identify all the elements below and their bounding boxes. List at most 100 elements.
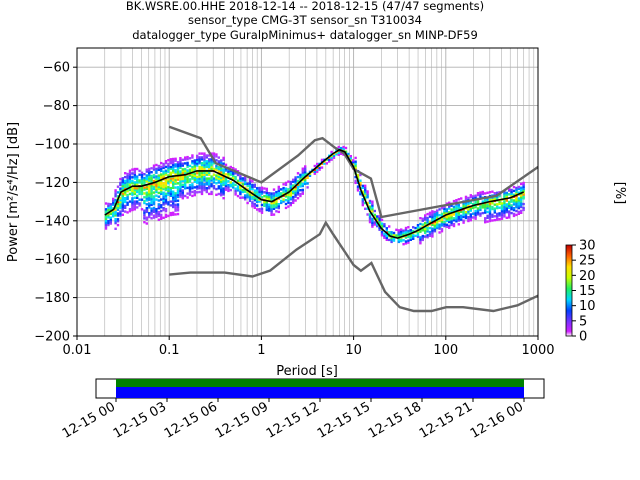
density-cell <box>179 183 182 187</box>
density-cell <box>200 183 204 186</box>
density-cell <box>500 217 504 220</box>
density-cell <box>467 208 470 211</box>
density-cell <box>188 191 192 194</box>
density-cell <box>155 209 158 213</box>
density-cell <box>457 198 460 201</box>
density-cell <box>474 202 477 205</box>
density-cell <box>493 209 496 212</box>
density-cell <box>133 173 136 176</box>
density-cell <box>220 174 223 178</box>
density-cell <box>488 219 492 223</box>
density-cell <box>162 184 165 187</box>
density-cell <box>152 183 156 187</box>
density-cell <box>296 175 300 179</box>
density-cell <box>431 229 434 232</box>
density-cell <box>388 231 391 234</box>
density-cell <box>114 227 117 230</box>
density-cell <box>176 163 180 166</box>
density-cell <box>474 196 477 199</box>
density-cell <box>409 229 412 232</box>
density-cell <box>419 222 422 226</box>
density-cell <box>155 211 158 215</box>
density-cell <box>400 238 403 241</box>
density-cell <box>277 185 280 189</box>
density-cell <box>282 183 285 186</box>
density-cell <box>496 191 499 194</box>
density-cell <box>186 171 189 174</box>
density-cell <box>256 208 259 211</box>
density-cell <box>145 197 148 200</box>
density-cell <box>210 190 213 194</box>
density-cell <box>325 162 328 165</box>
mode-line <box>104 148 525 239</box>
density-cell <box>378 215 381 218</box>
density-cell <box>212 187 216 190</box>
density-cell <box>217 177 220 180</box>
density-cell <box>196 158 199 161</box>
density-cell <box>248 186 252 189</box>
density-cell <box>212 162 216 165</box>
density-cell <box>152 166 156 169</box>
density-cell <box>172 179 175 182</box>
density-cell <box>428 230 432 234</box>
colorbar-gradient <box>565 244 573 337</box>
density-cell <box>172 194 175 197</box>
density-cell <box>172 211 175 214</box>
density-cell <box>479 208 482 212</box>
density-cell <box>155 186 158 190</box>
density-cell <box>217 166 220 169</box>
density-cell <box>510 206 513 209</box>
density-cell <box>186 175 189 178</box>
density-cell <box>193 193 196 197</box>
density-cell <box>296 189 300 192</box>
density-cell <box>208 162 211 165</box>
density-cell <box>421 223 424 226</box>
density-cell <box>181 158 184 161</box>
density-cell <box>371 204 374 207</box>
density-cell <box>193 165 196 168</box>
density-cell <box>488 206 492 209</box>
density-cell <box>145 222 148 225</box>
density-cell <box>126 193 129 197</box>
density-cell <box>292 195 295 199</box>
density-cell <box>421 234 424 238</box>
y-axis-ticks: −200−180−160−140−120−100−80−60 <box>34 61 77 345</box>
density-cell <box>445 208 448 211</box>
colorbar-tick-label: 25 <box>579 254 596 269</box>
density-cell <box>114 195 117 198</box>
density-cell <box>484 199 487 203</box>
density-cell <box>145 195 148 198</box>
density-cell <box>457 217 460 220</box>
density-cell <box>150 178 153 182</box>
density-cell <box>517 203 520 206</box>
density-cell <box>428 232 432 236</box>
density-cell <box>215 187 218 191</box>
high-noise-model-line <box>168 125 539 219</box>
density-cell <box>179 160 182 164</box>
density-cell <box>457 215 460 218</box>
density-cell <box>392 231 396 235</box>
density-cell <box>203 165 206 169</box>
density-cell <box>217 160 220 163</box>
density-cell <box>167 201 170 204</box>
density-cell <box>457 203 460 207</box>
density-cell <box>496 214 499 217</box>
density-cell <box>368 199 372 203</box>
density-cell <box>481 211 484 215</box>
density-cell <box>152 168 156 171</box>
density-cell <box>234 168 237 171</box>
density-cell <box>460 206 463 210</box>
density-cell <box>289 192 292 195</box>
density-cell <box>107 223 110 227</box>
density-cell <box>277 195 280 198</box>
density-cell <box>253 189 256 192</box>
density-cell <box>455 218 458 221</box>
density-cell <box>299 181 302 184</box>
density-cell <box>258 209 261 213</box>
density-cell <box>260 211 264 214</box>
density-cell <box>160 198 163 201</box>
x-tick-label: 1000 <box>521 343 554 358</box>
density-cell <box>198 173 201 176</box>
density-cell <box>210 162 213 165</box>
density-cell <box>287 205 290 208</box>
